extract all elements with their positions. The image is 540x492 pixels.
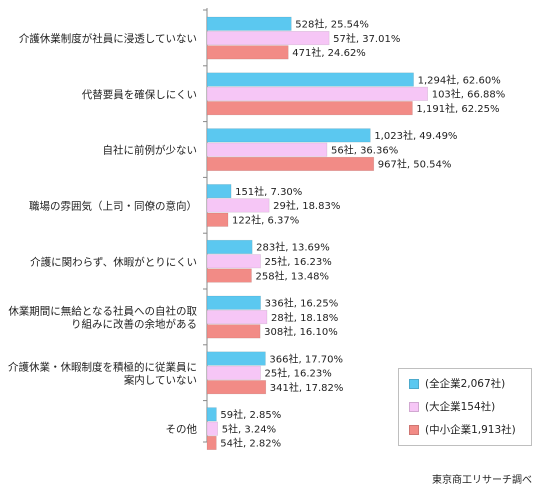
legend-item-large: (大企業154社) — [409, 399, 495, 413]
data-label: 1,191社, 62.25% — [416, 102, 499, 115]
category-label: り組みに改善の余地がある — [71, 318, 197, 331]
category-label: 介護休業制度が社員に浸透していない — [19, 32, 197, 45]
data-label: 57社, 37.01% — [333, 32, 400, 45]
data-label: 54社, 2.82% — [220, 437, 281, 450]
bar — [206, 101, 413, 116]
legend-swatch-large — [409, 402, 419, 412]
legend-label-large: (大企業154社) — [425, 401, 496, 413]
category-label: 代替要員を確保しにくい — [82, 88, 197, 101]
category-label: 介護休業・休暇制度を積極的に従業員に — [8, 360, 197, 373]
data-label: 336社, 16.25% — [265, 297, 339, 310]
data-label: 471社, 24.62% — [292, 46, 366, 59]
category-label: 案内していない — [124, 373, 197, 386]
data-label: 283社, 13.69% — [256, 241, 330, 254]
bar — [206, 212, 229, 227]
data-label: 25社, 16.23% — [265, 367, 332, 380]
bar — [206, 407, 217, 422]
bar — [206, 86, 429, 101]
bar — [206, 142, 328, 157]
data-label: 151社, 7.30% — [235, 185, 302, 198]
bar — [206, 45, 289, 60]
data-label: 341社, 17.82% — [270, 381, 344, 394]
bar — [206, 198, 270, 213]
category-label: その他 — [166, 423, 198, 436]
bar — [206, 380, 267, 395]
category-label: 介護に関わらず、休暇がとりにくい — [30, 255, 197, 268]
legend-item-all: (全企業2,067社) — [409, 376, 505, 390]
bar — [206, 239, 253, 254]
bar — [206, 16, 292, 31]
legend-item-sme: (中小企業1,913社) — [409, 422, 516, 436]
data-label: 967社, 50.54% — [378, 158, 452, 171]
legend: (全企業2,067社) (大企業154社) (中小企業1,913社) — [398, 368, 532, 446]
data-label: 28社, 18.18% — [271, 311, 338, 324]
data-label: 122社, 6.37% — [232, 214, 299, 227]
bar — [206, 72, 414, 87]
bar — [206, 421, 218, 436]
bar — [206, 295, 261, 310]
bar — [206, 435, 217, 451]
data-label: 1,023社, 49.49% — [374, 129, 457, 142]
category-label: 休業期間に無給となる社員への自社の取 — [8, 305, 197, 318]
legend-swatch-sme — [409, 425, 419, 435]
bar — [206, 30, 330, 46]
category-label: 職場の雰囲気（上司・同僚の意向） — [29, 199, 197, 212]
bar — [206, 128, 371, 143]
bar — [206, 254, 261, 269]
bar — [206, 365, 261, 380]
data-label: 5社, 3.24% — [222, 422, 277, 435]
data-label: 29社, 18.83% — [273, 199, 340, 212]
legend-label-sme: (中小企業1,913社) — [425, 424, 516, 436]
data-label: 103社, 66.88% — [432, 88, 506, 101]
data-label: 25社, 16.23% — [265, 255, 332, 268]
category-label: 自社に前例が少ない — [103, 144, 198, 157]
bar — [206, 324, 261, 339]
bar — [206, 309, 268, 325]
legend-swatch-all — [409, 379, 419, 389]
bar — [206, 268, 252, 283]
data-label: 59社, 2.85% — [220, 408, 281, 421]
bar — [206, 351, 266, 366]
data-label: 1,294社, 62.60% — [418, 73, 501, 86]
data-label: 258社, 13.48% — [255, 269, 329, 282]
bar — [206, 156, 375, 171]
source-note: 東京商工リサーチ調べ — [432, 475, 532, 486]
bar — [206, 184, 232, 199]
data-label: 308社, 16.10% — [264, 325, 338, 338]
legend-label-all: (全企業2,067社) — [425, 378, 506, 390]
data-label: 366社, 17.70% — [269, 352, 343, 365]
data-label: 528社, 25.54% — [295, 18, 369, 31]
data-label: 56社, 36.36% — [331, 143, 398, 156]
